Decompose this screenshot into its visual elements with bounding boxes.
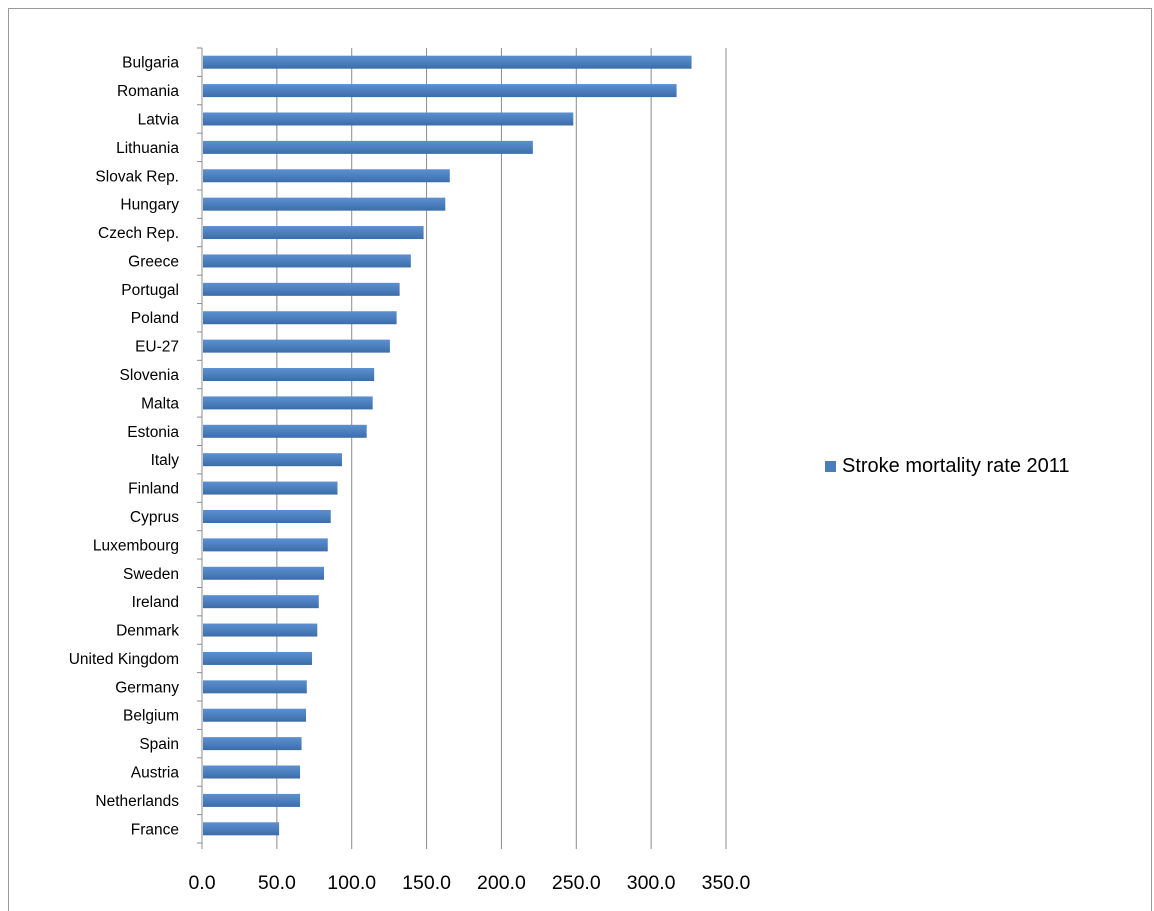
- bar: [203, 424, 367, 438]
- category-label: Austria: [131, 765, 180, 782]
- bar: [203, 708, 307, 722]
- x-tick-label: 50.0: [258, 872, 296, 894]
- bar: [203, 112, 574, 126]
- bar: [203, 339, 390, 353]
- bar: [203, 282, 400, 296]
- category-label: Slovenia: [120, 367, 180, 384]
- bar: [203, 368, 375, 382]
- category-label: Germany: [115, 679, 179, 696]
- bar: [203, 680, 307, 694]
- x-tick-label: 300.0: [627, 872, 676, 894]
- category-label: Luxembourg: [93, 537, 179, 554]
- bar: [203, 226, 424, 240]
- category-label: Hungary: [120, 197, 179, 214]
- category-label: Slovak Rep.: [95, 168, 179, 185]
- bar: [203, 140, 533, 154]
- bar: [203, 538, 328, 552]
- category-label: Spain: [139, 736, 179, 753]
- bar: [203, 822, 280, 836]
- gridlines: [276, 48, 727, 843]
- legend: Stroke mortality rate 2011: [825, 455, 1070, 478]
- category-label: Sweden: [123, 566, 179, 583]
- category-label: Romania: [117, 83, 179, 100]
- bar: [203, 765, 301, 779]
- legend-label: Stroke mortality rate 2011: [842, 455, 1070, 477]
- category-label: Denmark: [116, 623, 179, 640]
- category-label: France: [131, 821, 179, 838]
- category-label: Portugal: [121, 282, 179, 299]
- bar: [203, 623, 318, 637]
- category-label: Finland: [128, 481, 179, 498]
- bar: [203, 55, 692, 69]
- x-tick-labels: 0.0 50.0 100.0 150.0 200.0 250.0 300.0 350.0: [188, 872, 750, 894]
- bar: [203, 509, 331, 523]
- category-label: Greece: [128, 253, 179, 270]
- category-label: Belgium: [123, 708, 179, 725]
- bar: [203, 651, 313, 665]
- bar: [203, 396, 373, 410]
- bar: [203, 254, 411, 268]
- category-label: Italy: [151, 452, 180, 469]
- chart-frame: [8, 8, 1152, 911]
- bar: [203, 453, 342, 467]
- legend-swatch: [825, 461, 836, 472]
- category-label: Malta: [141, 395, 179, 412]
- bar: [203, 566, 325, 580]
- x-tick-label: 100.0: [327, 872, 376, 894]
- x-tick-label: 150.0: [402, 872, 451, 894]
- category-labels: Bulgaria Romania Latvia Lithuania Slovak Rep…: [69, 55, 180, 839]
- x-tick-label: 350.0: [702, 872, 751, 894]
- x-tick-label: 200.0: [477, 872, 526, 894]
- category-label: Ireland: [132, 594, 179, 611]
- bar: [203, 737, 302, 751]
- bars: [203, 55, 692, 836]
- category-label: Poland: [131, 310, 179, 327]
- bar: [203, 197, 446, 211]
- x-tick-label: 0.0: [188, 872, 215, 894]
- y-axis: [197, 47, 727, 849]
- category-label: Czech Rep.: [98, 225, 179, 242]
- bar: [203, 169, 450, 183]
- category-label: Cyprus: [130, 509, 179, 526]
- category-label: EU-27: [135, 339, 179, 356]
- category-label: Lithuania: [116, 140, 179, 157]
- bar: [203, 311, 397, 325]
- bar: [203, 481, 338, 495]
- bar: [203, 84, 677, 98]
- category-label: Estonia: [127, 424, 179, 441]
- category-label: Latvia: [138, 111, 180, 128]
- category-label: Bulgaria: [122, 55, 179, 72]
- category-label: Netherlands: [95, 793, 179, 810]
- category-label: United Kingdom: [69, 651, 179, 668]
- bar: [203, 595, 319, 609]
- x-tick-label: 250.0: [552, 872, 601, 894]
- bar: [203, 793, 301, 807]
